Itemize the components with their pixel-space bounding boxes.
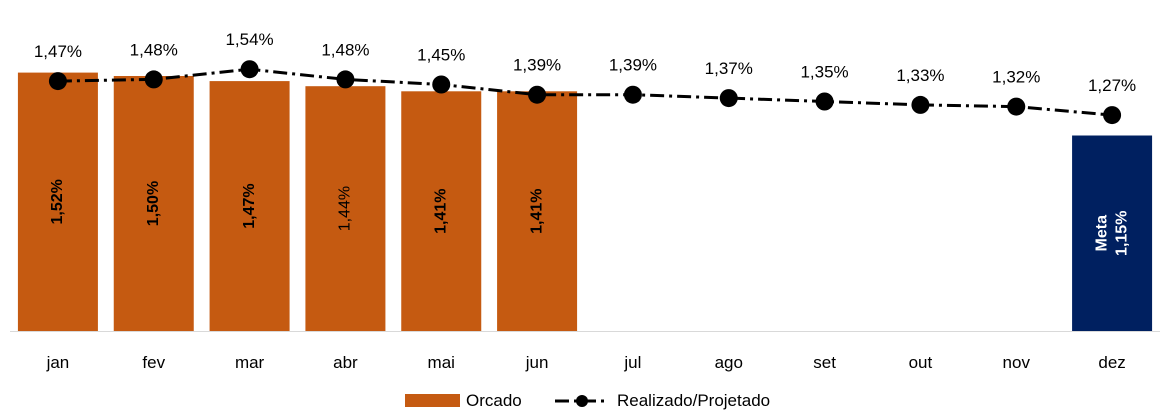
chart: 1,52% 1,50% 1,47% 1,44% 1,41% 1,41% Meta 1,15% j… xyxy=(10,30,1160,372)
x-tick-fev: fev xyxy=(142,353,165,372)
meta-label-title: Meta xyxy=(1093,215,1110,252)
point-label-abr: 1,48% xyxy=(321,40,369,59)
x-tick-ago: ago xyxy=(715,353,743,372)
bar-orcado-fev xyxy=(113,76,194,331)
point-label-jan: 1,47% xyxy=(34,42,82,61)
bar-label-mai: 1,41% xyxy=(432,188,449,233)
x-tick-dez: dez xyxy=(1098,353,1125,372)
x-tick-jul: jul xyxy=(623,353,641,372)
point-realizado-dez xyxy=(1103,106,1122,125)
point-label-set: 1,35% xyxy=(800,63,848,82)
point-realizado-jan xyxy=(48,72,67,91)
legend-label-orcado: Orcado xyxy=(466,390,522,410)
bar-label-mar: 1,47% xyxy=(241,183,258,228)
point-label-dez: 1,27% xyxy=(1088,76,1136,95)
bar-label-fev: 1,50% xyxy=(145,181,162,226)
x-tick-mai: mai xyxy=(428,353,455,372)
x-tick-mar: mar xyxy=(235,353,265,372)
bar-label-abr: 1,44% xyxy=(337,186,354,231)
point-realizado-ago xyxy=(719,89,738,108)
point-label-jun: 1,39% xyxy=(513,56,561,75)
x-tick-set: set xyxy=(813,353,836,372)
point-label-fev: 1,48% xyxy=(130,40,178,59)
bar-orcado-jan xyxy=(17,72,98,331)
point-realizado-out xyxy=(911,95,930,114)
x-tick-jan: jan xyxy=(46,353,70,372)
point-label-ago: 1,37% xyxy=(705,59,753,78)
legend-swatch-orcado xyxy=(405,394,460,407)
point-realizado-mai xyxy=(432,75,451,94)
bar-orcado-jun xyxy=(497,91,578,331)
legend-line-marker xyxy=(555,395,609,407)
legend-item-orcado: Orcado xyxy=(405,390,522,411)
meta-label-value: 1,15% xyxy=(1113,211,1130,256)
point-label-mai: 1,45% xyxy=(417,46,465,65)
point-realizado-jun xyxy=(528,85,547,104)
x-tick-nov: nov xyxy=(1003,353,1031,372)
bar-label-jun: 1,41% xyxy=(528,188,545,233)
point-realizado-jul xyxy=(623,85,642,104)
bar-orcado-abr xyxy=(305,86,386,331)
point-label-jul: 1,39% xyxy=(609,56,657,75)
x-tick-out: out xyxy=(909,353,933,372)
legend-item-realizado: Realizado/Projetado xyxy=(553,390,770,411)
point-label-nov: 1,32% xyxy=(992,68,1040,87)
point-label-mar: 1,54% xyxy=(225,30,273,49)
bar-orcado-mar xyxy=(209,81,290,331)
point-realizado-nov xyxy=(1007,97,1026,116)
x-tick-abr: abr xyxy=(333,353,358,372)
x-tick-jun: jun xyxy=(525,353,549,372)
legend-label-realizado: Realizado/Projetado xyxy=(617,390,771,410)
point-realizado-set xyxy=(815,92,834,111)
point-label-out: 1,33% xyxy=(896,66,944,85)
point-realizado-fev xyxy=(144,70,163,89)
point-realizado-abr xyxy=(336,70,355,89)
legend: Orcado Realizado/Projetado xyxy=(0,390,1160,411)
bar-orcado-mai xyxy=(401,91,482,331)
bar-meta xyxy=(1072,135,1153,331)
point-realizado-mar xyxy=(240,60,259,79)
bar-label-jan: 1,52% xyxy=(49,179,66,224)
